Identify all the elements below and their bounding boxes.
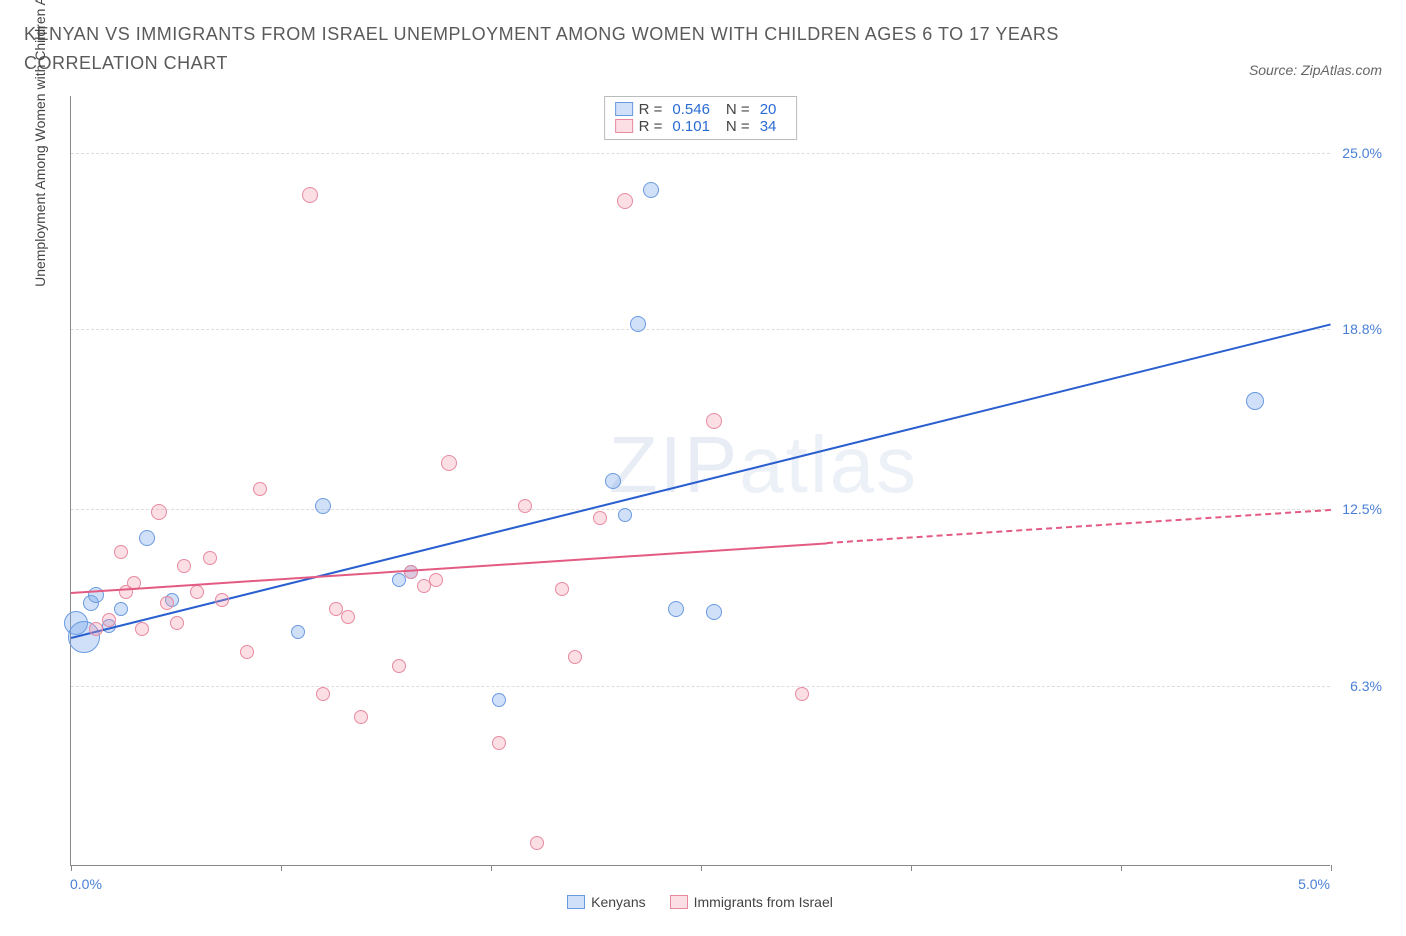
gridline <box>71 329 1330 330</box>
legend-n-label: N = <box>726 118 750 135</box>
legend-swatch-israel <box>615 119 633 133</box>
swatch-icon <box>567 895 585 909</box>
data-point <box>706 413 722 429</box>
x-tick <box>911 865 912 871</box>
x-max-label: 5.0% <box>1298 876 1330 892</box>
data-point <box>492 736 506 750</box>
x-axis-labels: 0.0% 5.0% <box>70 876 1330 892</box>
data-point <box>618 508 632 522</box>
legend-n-value: 20 <box>760 101 777 118</box>
y-tick-label: 6.3% <box>1350 678 1382 694</box>
data-point <box>302 187 318 203</box>
x-tick <box>71 865 72 871</box>
correlation-chart: Unemployment Among Women with Children A… <box>24 86 1382 916</box>
watermark-bold: ZIP <box>609 420 739 509</box>
x-tick <box>281 865 282 871</box>
legend-n-value: 34 <box>760 118 777 135</box>
data-point <box>160 596 174 610</box>
trend-line <box>827 509 1331 544</box>
data-point <box>114 545 128 559</box>
legend-row-israel: R = 0.101 N = 34 <box>615 118 787 135</box>
data-point <box>315 498 331 514</box>
x-tick <box>1121 865 1122 871</box>
y-axis-title: Unemployment Among Women with Children A… <box>32 0 48 287</box>
data-point <box>329 602 343 616</box>
source-label: Source: ZipAtlas.com <box>1249 62 1382 78</box>
data-point <box>114 602 128 616</box>
data-point <box>190 585 204 599</box>
gridline <box>71 686 1330 687</box>
x-tick <box>491 865 492 871</box>
data-point <box>568 650 582 664</box>
legend-n-label: N = <box>726 101 750 118</box>
header: KENYAN VS IMMIGRANTS FROM ISRAEL UNEMPLO… <box>24 20 1382 78</box>
legend-row-kenyans: R = 0.546 N = 20 <box>615 101 787 118</box>
legend-r-value: 0.546 <box>672 101 710 118</box>
data-point <box>291 625 305 639</box>
data-point <box>593 511 607 525</box>
y-tick-label: 12.5% <box>1342 501 1382 517</box>
data-point <box>102 613 116 627</box>
data-point <box>151 504 167 520</box>
data-point <box>555 582 569 596</box>
legend-r-value: 0.101 <box>672 118 710 135</box>
swatch-icon <box>670 895 688 909</box>
y-tick-label: 18.8% <box>1342 321 1382 337</box>
data-point <box>441 455 457 471</box>
legend-r-label: R = <box>639 101 663 118</box>
data-point <box>89 622 103 636</box>
data-point <box>253 482 267 496</box>
chart-title: KENYAN VS IMMIGRANTS FROM ISRAEL UNEMPLO… <box>24 20 1124 78</box>
data-point <box>215 593 229 607</box>
data-point <box>354 710 368 724</box>
data-point <box>316 687 330 701</box>
data-point <box>643 182 659 198</box>
series-legend-kenyans: Kenyans <box>567 894 645 910</box>
series-name: Immigrants from Israel <box>694 894 833 910</box>
data-point <box>1246 392 1264 410</box>
series-legend: Kenyans Immigrants from Israel <box>70 894 1330 910</box>
data-point <box>706 604 722 620</box>
data-point <box>392 659 406 673</box>
data-point <box>795 687 809 701</box>
data-point <box>392 573 406 587</box>
data-point <box>630 316 646 332</box>
data-point <box>518 499 532 513</box>
data-point <box>341 610 355 624</box>
data-point <box>617 193 633 209</box>
data-point <box>170 616 184 630</box>
x-min-label: 0.0% <box>70 876 102 892</box>
gridline <box>71 509 1330 510</box>
correlation-legend: R = 0.546 N = 20 R = 0.101 N = 34 <box>604 96 798 140</box>
x-tick <box>701 865 702 871</box>
series-name: Kenyans <box>591 894 645 910</box>
y-tick-label: 25.0% <box>1342 145 1382 161</box>
data-point <box>177 559 191 573</box>
data-point <box>240 645 254 659</box>
data-point <box>605 473 621 489</box>
data-point <box>135 622 149 636</box>
plot-area: ZIPatlas R = 0.546 N = 20 R = 0.101 N = … <box>70 96 1330 866</box>
data-point <box>530 836 544 850</box>
data-point <box>668 601 684 617</box>
series-legend-israel: Immigrants from Israel <box>670 894 833 910</box>
data-point <box>492 693 506 707</box>
x-tick <box>1331 865 1332 871</box>
legend-r-label: R = <box>639 118 663 135</box>
gridline <box>71 153 1330 154</box>
data-point <box>429 573 443 587</box>
legend-swatch-kenyans <box>615 102 633 116</box>
data-point <box>139 530 155 546</box>
data-point <box>203 551 217 565</box>
